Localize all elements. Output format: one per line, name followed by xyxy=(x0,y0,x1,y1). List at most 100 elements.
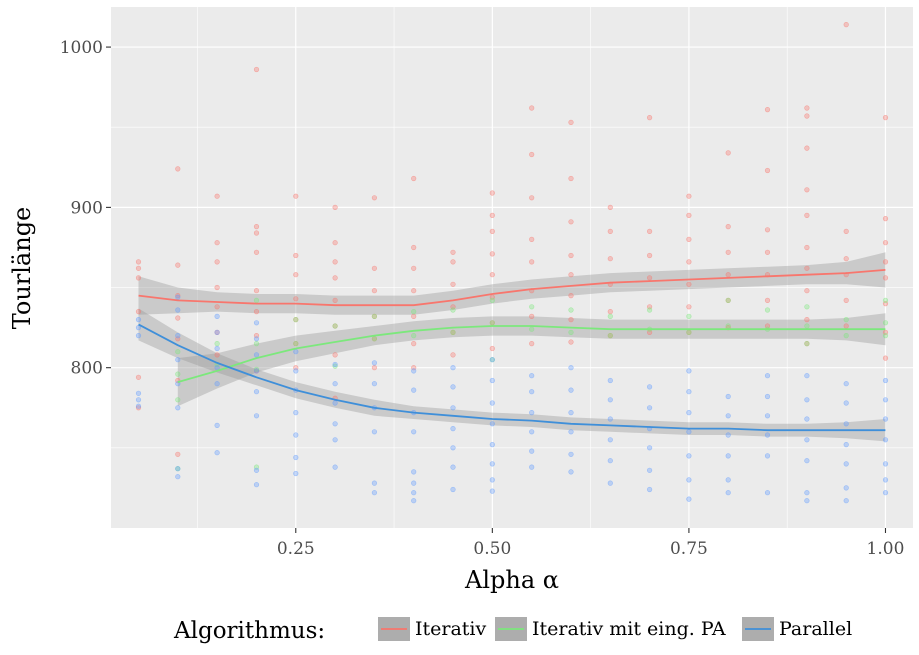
legend-label: Iterativ mit eing. PA xyxy=(532,618,726,640)
data-point xyxy=(371,288,378,294)
data-point xyxy=(214,313,220,320)
data-point xyxy=(764,167,771,174)
data-point xyxy=(411,288,417,294)
data-point xyxy=(764,249,771,255)
data-point xyxy=(607,458,613,464)
data-point xyxy=(529,105,535,111)
data-point xyxy=(804,145,810,151)
data-point xyxy=(214,450,220,456)
data-point xyxy=(804,323,810,329)
data-point xyxy=(214,341,220,347)
data-point xyxy=(214,422,220,429)
data-point xyxy=(882,355,889,361)
data-point xyxy=(175,397,181,403)
series-line xyxy=(138,269,886,307)
data-point xyxy=(764,307,771,313)
data-point xyxy=(253,352,260,358)
data-point xyxy=(135,374,142,380)
data-point xyxy=(568,119,574,125)
data-point xyxy=(489,345,495,352)
y-tick-label: 1000 xyxy=(60,38,103,58)
data-point xyxy=(804,265,810,271)
data-point xyxy=(175,474,181,480)
data-point xyxy=(607,437,613,443)
data-point xyxy=(371,313,378,320)
data-point xyxy=(529,259,535,265)
data-point xyxy=(332,275,338,281)
series-line xyxy=(177,325,886,383)
data-point xyxy=(843,228,849,234)
data-point xyxy=(764,432,771,438)
legend-title: Algorithmus: xyxy=(173,618,325,644)
data-point xyxy=(882,216,889,222)
data-point xyxy=(489,442,495,448)
data-point xyxy=(764,490,771,496)
data-point xyxy=(725,249,731,255)
data-point xyxy=(293,296,299,302)
data-point xyxy=(411,469,417,475)
data-point xyxy=(882,297,889,304)
data-point xyxy=(686,281,692,287)
data-point xyxy=(568,252,574,259)
data-point xyxy=(804,416,810,422)
data-point xyxy=(646,445,653,451)
data-point xyxy=(646,228,653,234)
data-point xyxy=(450,352,456,358)
data-point xyxy=(489,297,495,304)
data-point xyxy=(568,293,574,299)
data-point xyxy=(686,496,692,502)
data-point xyxy=(529,389,535,395)
data-point xyxy=(253,288,260,294)
x-tick-label: 0.75 xyxy=(670,539,708,559)
data-point xyxy=(882,490,889,496)
data-point xyxy=(646,252,653,259)
data-point xyxy=(135,390,142,396)
data-point xyxy=(450,329,456,336)
data-point xyxy=(411,244,417,251)
data-point xyxy=(411,309,417,315)
data-point xyxy=(686,477,692,483)
legend: Algorithmus: Iterativ Iterativ mit eing. … xyxy=(173,617,852,644)
data-point xyxy=(253,467,260,473)
data-point xyxy=(568,219,574,225)
data-point xyxy=(489,272,495,278)
grid-major xyxy=(111,7,913,528)
data-point xyxy=(489,377,495,384)
data-point xyxy=(253,341,260,347)
data-point xyxy=(529,429,535,435)
data-point xyxy=(646,307,653,313)
data-point xyxy=(725,393,731,400)
data-point xyxy=(843,485,849,491)
data-point xyxy=(843,333,849,339)
data-point xyxy=(529,313,535,320)
data-point xyxy=(804,113,810,119)
data-point xyxy=(135,403,142,409)
data-point xyxy=(253,413,260,419)
data-point xyxy=(607,480,613,486)
data-point xyxy=(450,486,456,493)
data-point xyxy=(607,228,613,234)
data-point xyxy=(764,106,771,113)
data-point xyxy=(214,259,220,265)
data-point xyxy=(804,317,810,323)
data-point xyxy=(253,249,260,255)
data-point xyxy=(804,244,810,251)
data-point xyxy=(646,275,653,281)
data-point xyxy=(175,262,181,268)
data-point xyxy=(371,381,378,387)
data-point xyxy=(882,259,889,265)
data-point xyxy=(646,467,653,473)
data-point xyxy=(253,297,260,304)
data-point xyxy=(843,442,849,448)
data-point xyxy=(411,429,417,435)
data-point xyxy=(332,464,338,470)
data-point xyxy=(175,166,181,172)
data-point xyxy=(371,365,378,371)
data-point xyxy=(371,360,378,366)
data-point xyxy=(411,498,417,504)
data-point xyxy=(411,480,417,486)
data-point xyxy=(646,405,653,411)
data-point xyxy=(489,320,495,326)
data-point xyxy=(332,361,338,368)
data-point xyxy=(253,482,260,488)
